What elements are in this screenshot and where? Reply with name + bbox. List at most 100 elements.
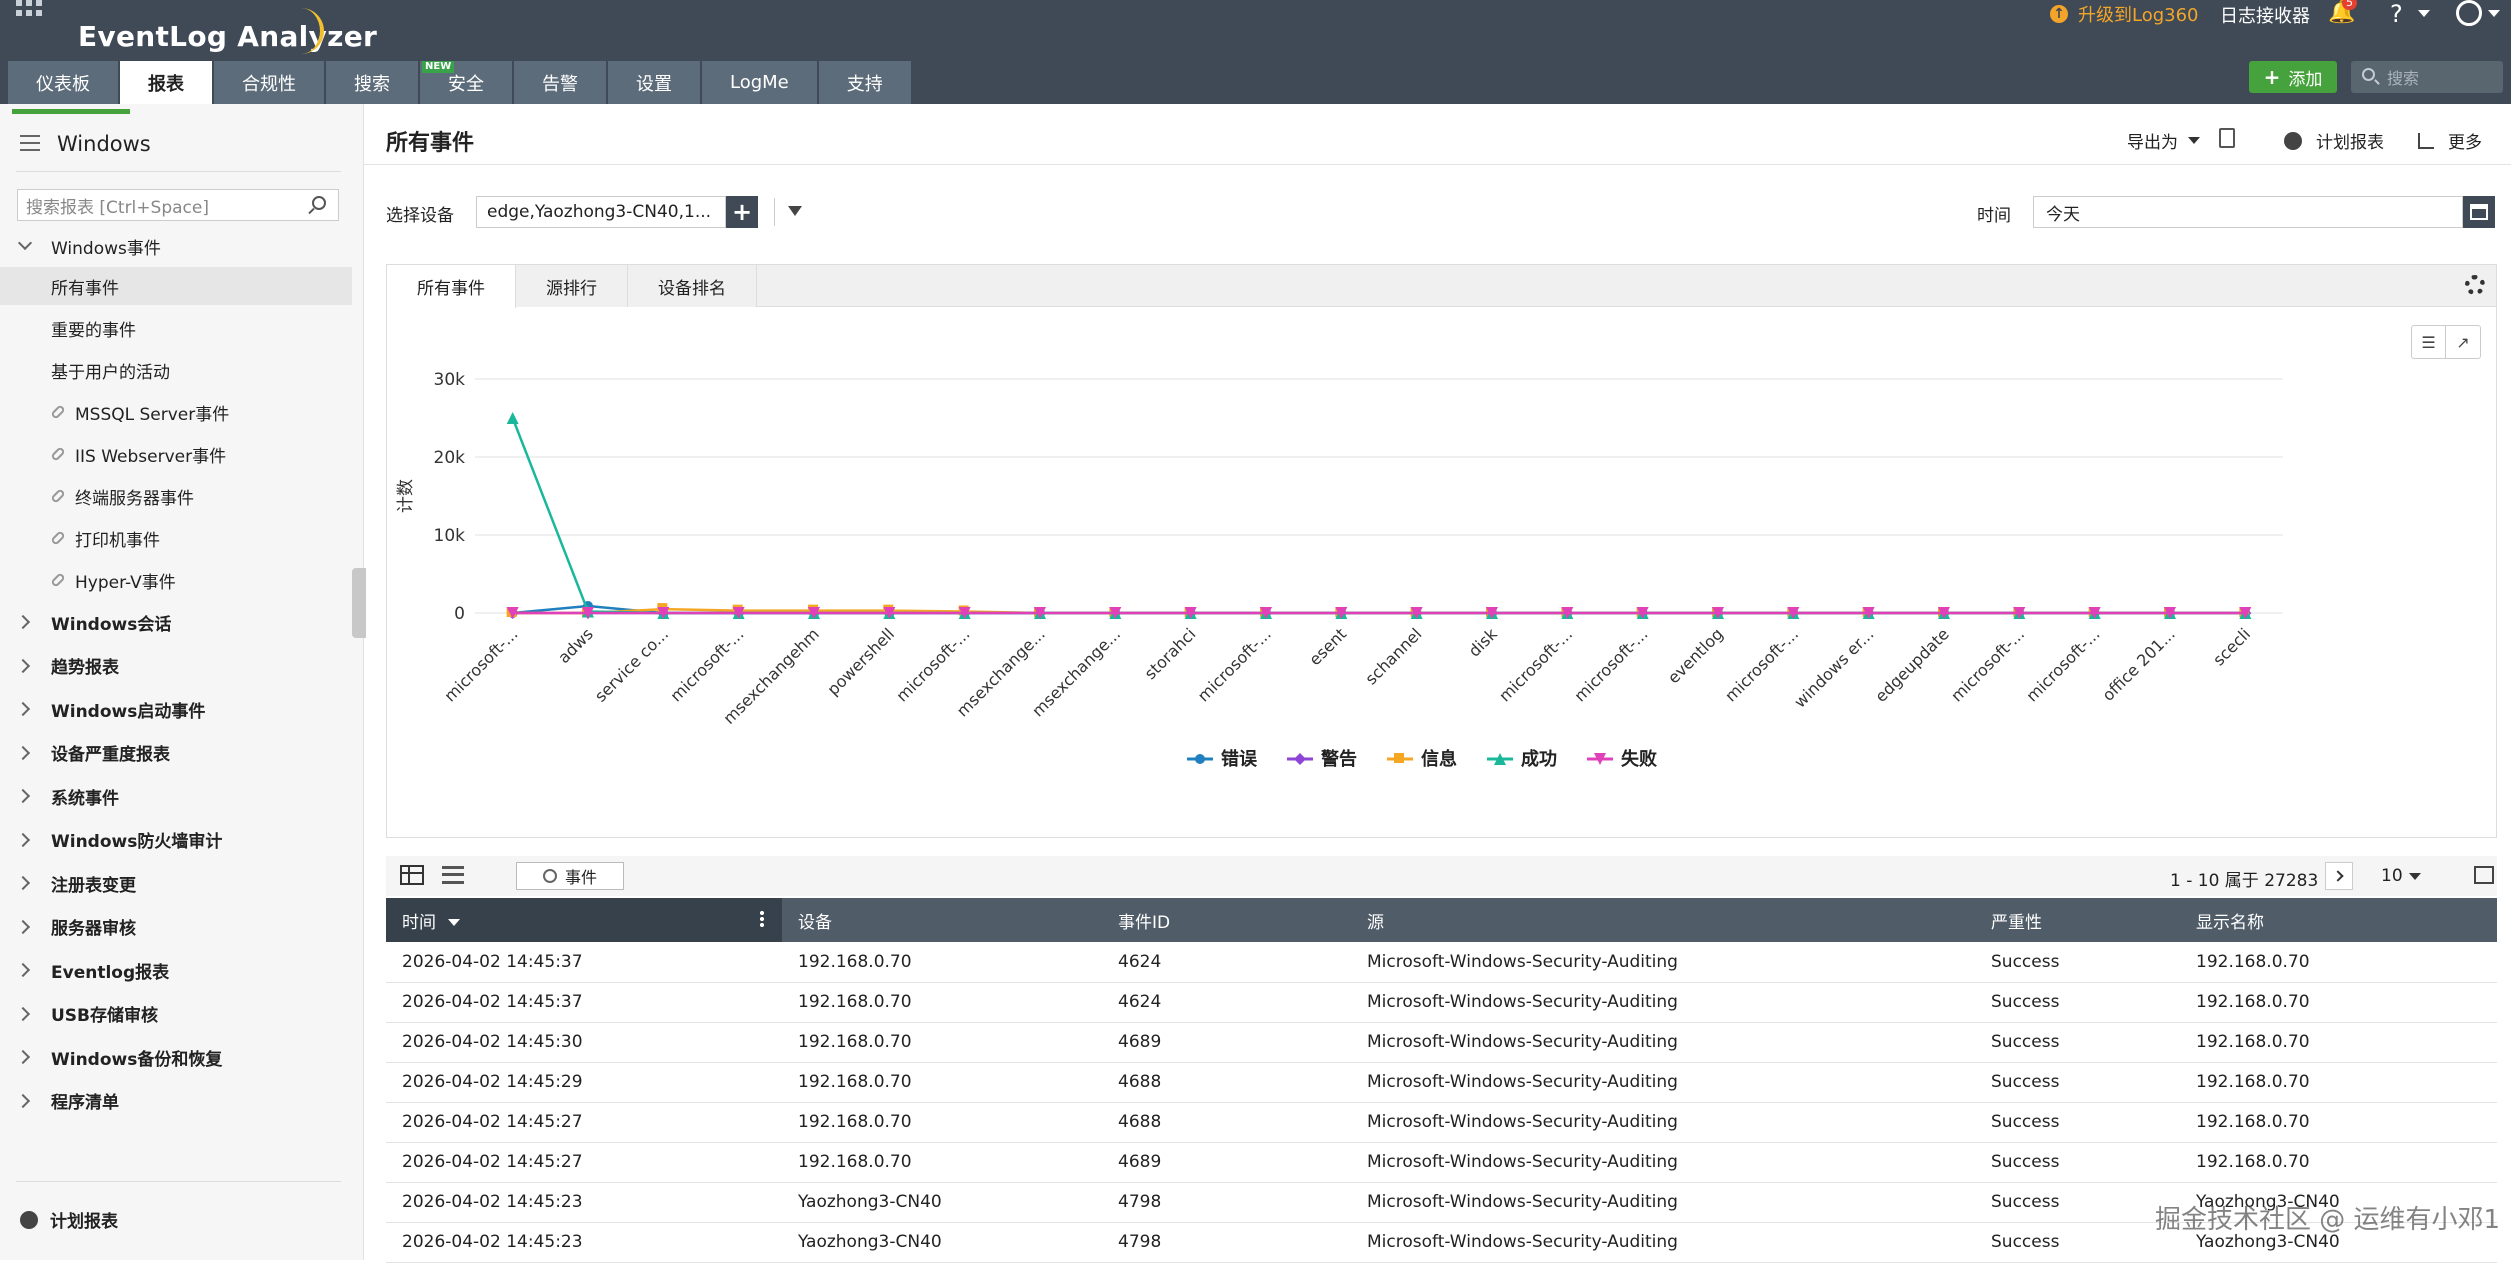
per-page-select[interactable]: 10	[2381, 866, 2421, 886]
help-caret-icon[interactable]	[2418, 10, 2430, 17]
column-header-1[interactable]: 设备	[782, 898, 1102, 942]
more-button[interactable]: 更多	[2418, 128, 2482, 153]
nav-tab-4[interactable]: 安全 NEW	[420, 61, 514, 104]
table-row[interactable]: 2026-04-02 14:45:37 192.168.0.70 4624 Micro…	[386, 942, 2497, 983]
sidebar-group-5[interactable]: Windows防火墙审计	[0, 821, 352, 859]
notification-bell-icon[interactable]: 🔔 5	[2328, 0, 2358, 26]
pdf-export-icon[interactable]	[2219, 128, 2235, 148]
upgrade-link[interactable]: ↑ 升级到Log360	[2050, 2, 2199, 26]
log-collector-link[interactable]: 日志接收器	[2220, 6, 2310, 27]
data-point	[657, 607, 670, 619]
chart-settings-icon[interactable]: ☰	[2412, 326, 2447, 358]
column-header-2[interactable]: 事件ID	[1102, 898, 1351, 942]
chevron-right-icon	[15, 962, 31, 978]
sidebar-collapse-handle[interactable]	[352, 568, 366, 638]
table-row[interactable]: 2026-04-02 14:45:30 192.168.0.70 4689 Micro…	[386, 1022, 2497, 1063]
title-divider	[364, 164, 2511, 165]
sidebar-link-0[interactable]: MSSQL Server事件	[0, 393, 352, 431]
sidebar-group-6[interactable]: 注册表变更	[0, 864, 352, 902]
device-select-input[interactable]: edge,Yaozhong3-CN40,1...	[476, 196, 726, 228]
data-point	[1862, 607, 1875, 619]
nav-tab-5[interactable]: 告警	[514, 61, 608, 104]
chevron-right-icon	[15, 745, 31, 760]
column-header-0[interactable]: 时间	[386, 898, 782, 942]
data-point	[1494, 753, 1506, 765]
next-page-button[interactable]	[2325, 862, 2353, 890]
table-row[interactable]: 2026-04-02 14:45:27 192.168.0.70 4689 Micro…	[386, 1142, 2497, 1183]
nav-tab-2[interactable]: 合规性	[214, 61, 326, 104]
table-cell: 192.168.0.70	[2180, 1102, 2497, 1143]
sidebar-group-10[interactable]: Windows备份和恢复	[0, 1038, 352, 1076]
chart-type-icon[interactable]: ↗	[2456, 332, 2470, 352]
sidebar-link-4[interactable]: Hyper-V事件	[0, 561, 352, 599]
gear-icon[interactable]	[2465, 275, 2485, 295]
table-row[interactable]: 2026-04-02 14:45:29 192.168.0.70 4688 Micro…	[386, 1062, 2497, 1103]
column-header-3[interactable]: 源	[1351, 898, 1975, 942]
per-page-value: 10	[2381, 866, 2403, 886]
export-dropdown[interactable]: 导出为	[2127, 128, 2200, 153]
time-range-input[interactable]: 今天	[2033, 196, 2463, 228]
sort-desc-icon[interactable]	[448, 919, 460, 926]
data-point	[1410, 607, 1423, 619]
x-tick-label: disk	[1465, 624, 1502, 661]
user-avatar-icon[interactable]	[2456, 0, 2482, 26]
report-search-input[interactable]: 搜索报表 [Ctrl+Space]	[17, 189, 339, 221]
table-view-icon[interactable]	[400, 865, 424, 885]
sidebar-group-2[interactable]: Windows启动事件	[0, 690, 352, 728]
sidebar-group-11[interactable]: 程序清单	[0, 1082, 352, 1120]
table-cell: 192.168.0.70	[782, 942, 1102, 983]
column-header-5[interactable]: 显示名称	[2180, 898, 2497, 942]
nav-tab-0[interactable]: 仪表板	[8, 61, 120, 104]
sidebar-group-7[interactable]: 服务器审核	[0, 908, 352, 946]
sidebar-group-9[interactable]: USB存储审核	[0, 995, 352, 1033]
sidebar-link-3[interactable]: 打印机事件	[0, 519, 352, 557]
chart-tab-0[interactable]: 所有事件	[387, 265, 516, 308]
add-button[interactable]: + 添加	[2249, 61, 2337, 93]
hamburger-menu-icon[interactable]	[20, 135, 40, 151]
table-row[interactable]: 2026-04-02 14:45:23 Yaozhong3-CN40 4798 Mic…	[386, 1222, 2497, 1263]
nav-tab-3[interactable]: 搜索	[326, 61, 420, 104]
sidebar-item-2[interactable]: 基于用户的活动	[0, 351, 352, 389]
schedule-report-button[interactable]: 计划报表	[2284, 128, 2384, 153]
nav-tab-1[interactable]: 报表	[120, 61, 214, 104]
sidebar-group-0[interactable]: Windows会话	[0, 603, 352, 641]
sidebar-link-1[interactable]: IIS Webserver事件	[0, 435, 352, 473]
nav-tab-7[interactable]: LogMe	[702, 61, 819, 104]
sidebar-group-label: Windows事件	[51, 238, 161, 259]
column-menu-icon[interactable]	[760, 910, 764, 928]
add-device-button[interactable]: +	[726, 196, 758, 228]
search-icon	[542, 869, 557, 883]
search-icon[interactable]	[312, 196, 326, 210]
report-sidebar: Windows 搜索报表 [Ctrl+Space] Windows事件 所有事件重…	[0, 104, 366, 1260]
sidebar-group-label: Windows会话	[51, 614, 172, 635]
chevron-right-icon	[15, 1049, 31, 1065]
help-icon[interactable]: ?	[2390, 0, 2403, 28]
calendar-button[interactable]	[2463, 196, 2495, 228]
table-row[interactable]: 2026-04-02 14:45:23 Yaozhong3-CN40 4798 Mic…	[386, 1182, 2497, 1223]
sidebar-scheduled-reports[interactable]: 计划报表	[20, 1207, 118, 1232]
product-logo[interactable]: EventLog Analyzer	[78, 20, 378, 53]
sidebar-group-4[interactable]: 系统事件	[0, 777, 352, 815]
table-cell: Success	[1975, 1222, 2180, 1263]
event-filter-button[interactable]: 事件	[516, 862, 624, 890]
table-row[interactable]: 2026-04-02 14:45:37 192.168.0.70 4624 Micro…	[386, 982, 2497, 1023]
chart-tab-1[interactable]: 源排行	[516, 265, 628, 307]
column-header-4[interactable]: 严重性	[1975, 898, 2180, 942]
list-view-icon[interactable]	[442, 866, 464, 884]
sidebar-link-2[interactable]: 终端服务器事件	[0, 477, 352, 515]
sidebar-item-1[interactable]: 重要的事件	[0, 309, 352, 347]
sidebar-group-1[interactable]: 趋势报表	[0, 647, 352, 685]
chart-tab-2[interactable]: 设备排名	[628, 265, 757, 307]
nav-tab-8[interactable]: 支持	[818, 61, 913, 104]
sidebar-group-8[interactable]: Eventlog报表	[0, 951, 352, 989]
user-caret-icon[interactable]	[2488, 10, 2500, 17]
app-grid-icon[interactable]	[16, 0, 46, 20]
column-chooser-icon[interactable]	[2474, 866, 2494, 884]
filter-icon[interactable]	[788, 206, 802, 216]
global-search-input[interactable]: 搜索	[2351, 61, 2503, 93]
table-row[interactable]: 2026-04-02 14:45:27 192.168.0.70 4688 Micro…	[386, 1102, 2497, 1143]
sidebar-group-windows-events[interactable]: Windows事件	[0, 227, 352, 265]
nav-tab-6[interactable]: 设置	[608, 61, 702, 104]
sidebar-item-0[interactable]: 所有事件	[0, 267, 352, 305]
sidebar-group-3[interactable]: 设备严重度报表	[0, 734, 352, 772]
